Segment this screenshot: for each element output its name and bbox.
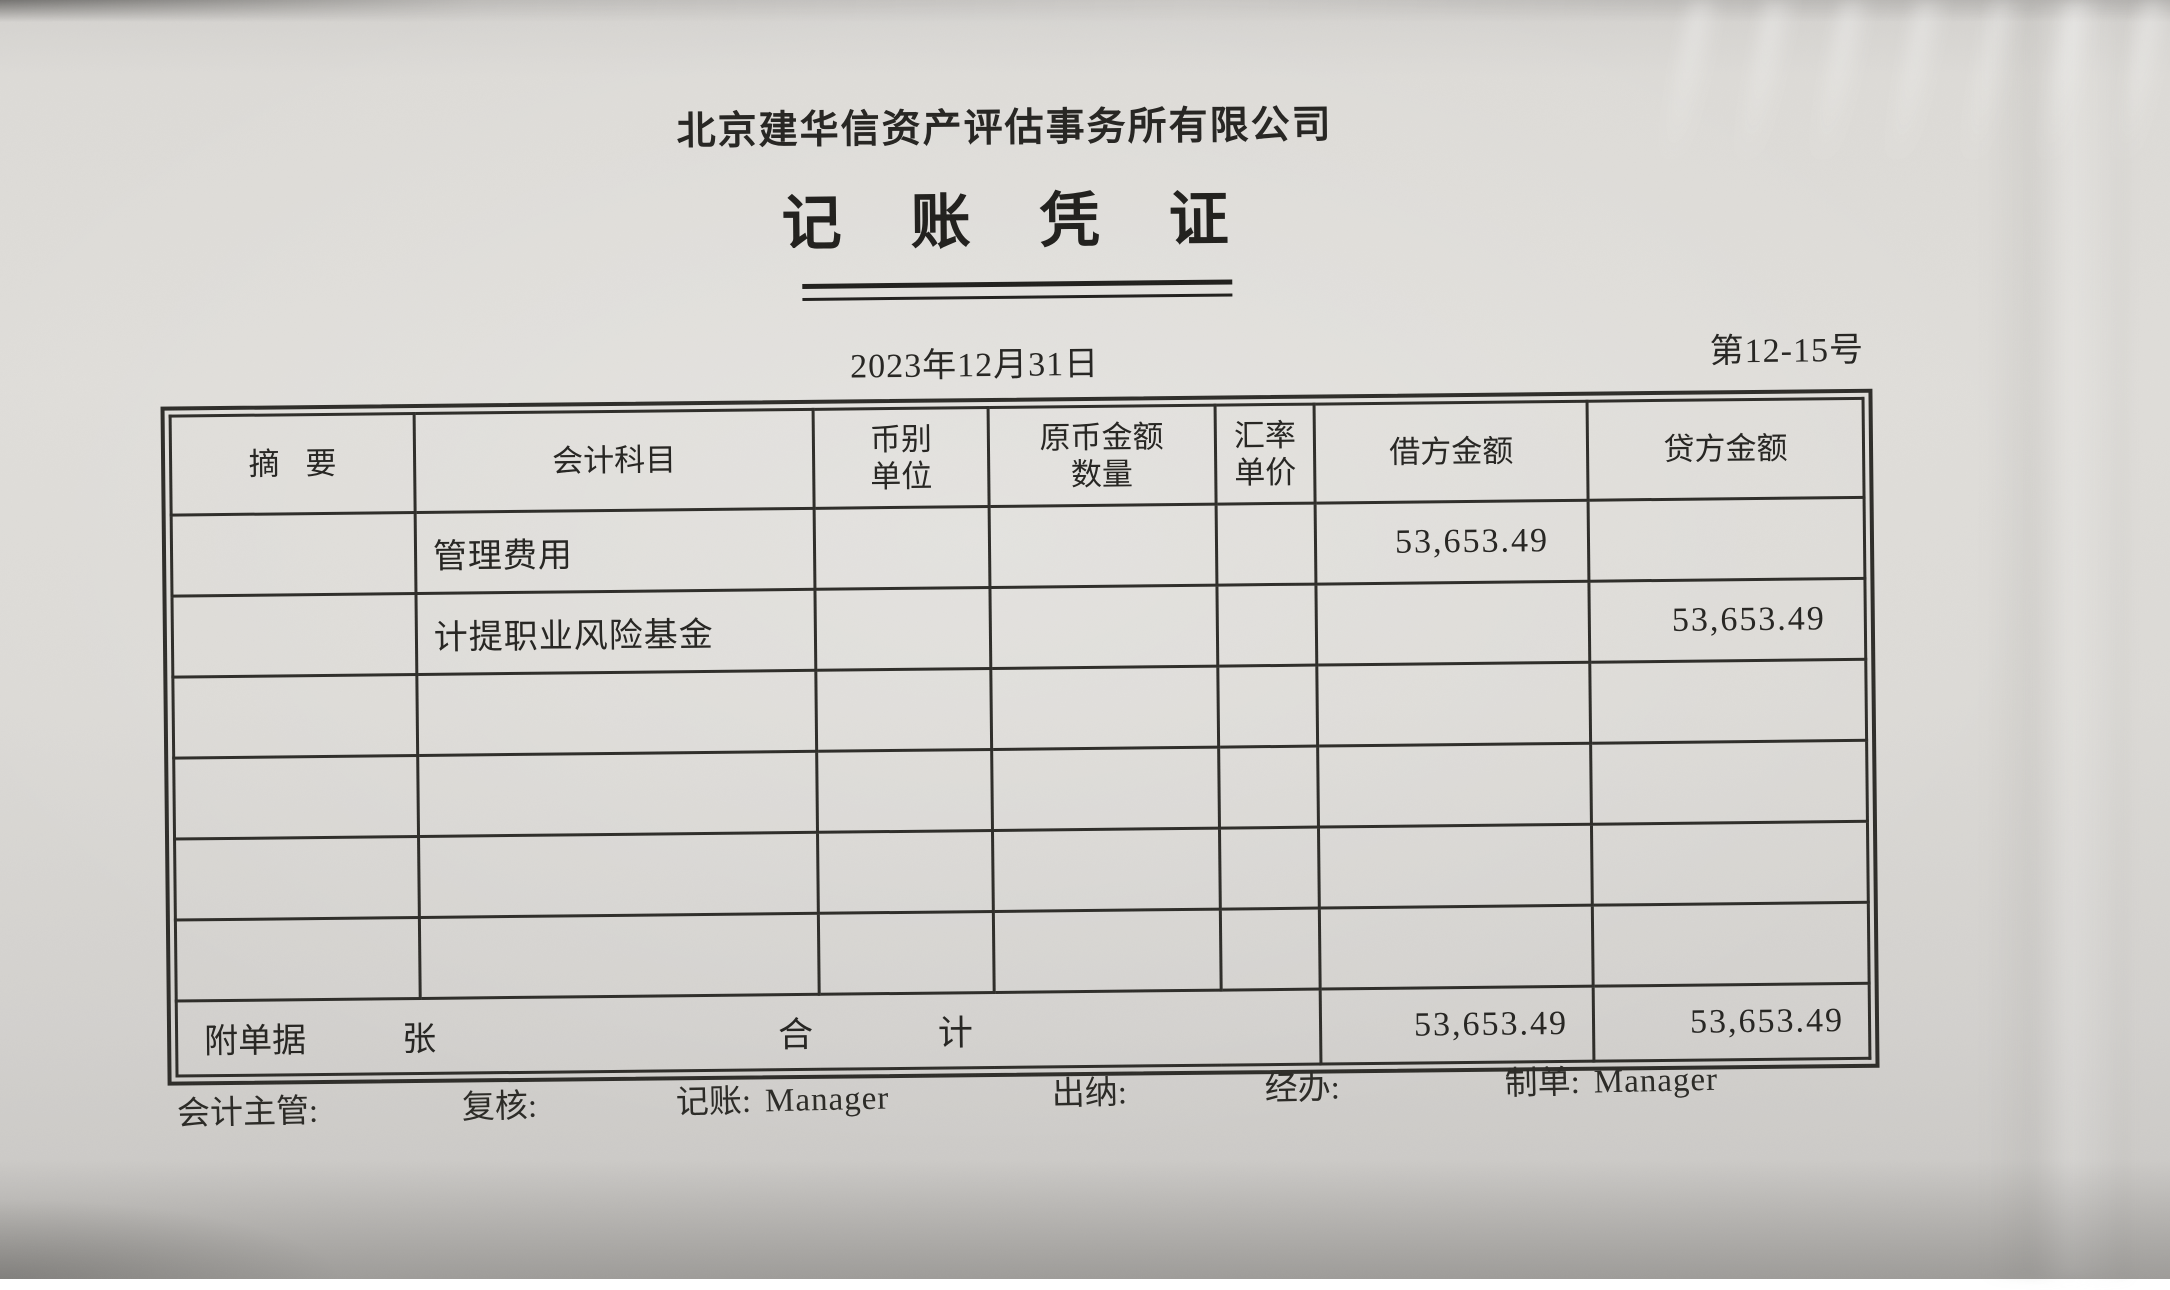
title-double-underline: [802, 279, 1233, 301]
cell-account: [416, 670, 817, 756]
meta-row: 2023年12月31日 第12-15号: [160, 322, 1872, 386]
signature-label: 经办:: [1264, 1070, 1341, 1109]
voucher-title: 记 账 凭 证: [781, 186, 1230, 258]
header-account: 会计科目: [413, 409, 815, 513]
cell-debit: [1318, 743, 1592, 828]
cell-original: [989, 585, 1218, 669]
cell-account: [419, 913, 820, 999]
signature-bookkeeper: 记账: Manager: [675, 1071, 889, 1124]
header-original-line1: 原币金额: [1039, 418, 1164, 456]
header-rate-line1: 汇率: [1233, 417, 1297, 454]
signature-label: 制单:: [1504, 1064, 1581, 1103]
cell-currency: [818, 911, 994, 995]
cell-account: 管理费用: [414, 508, 816, 594]
cell-credit: [1591, 821, 1869, 906]
voucher-date: 2023年12月31日: [849, 345, 1100, 386]
header-summary: 摘 要: [170, 413, 415, 516]
cell-currency: [816, 668, 992, 752]
signature-cashier: 出纳:: [1051, 1065, 1141, 1115]
cell-rate: [1219, 908, 1321, 991]
cell-currency: [817, 830, 994, 914]
signature-label: 复核:: [461, 1088, 538, 1127]
cell-summary: [175, 917, 421, 1002]
voucher-table: 摘 要 会计科目 币别 单位 原币金额 数量 汇率 单价 借方金额: [160, 388, 1880, 1086]
cell-original: [993, 909, 1221, 993]
cell-account: [417, 751, 818, 837]
signature-preparer: 制单: Manager: [1504, 1052, 1718, 1105]
cell-currency: [816, 749, 993, 833]
signature-reviewer: 复核:: [461, 1078, 551, 1128]
cell-credit: 53,653.49: [1588, 578, 1866, 663]
cell-credit: [1588, 497, 1865, 582]
header-currency-unit: 币别 单位: [813, 407, 989, 509]
cell-rate: [1217, 665, 1319, 748]
cell-debit: [1319, 905, 1594, 990]
cell-original: [992, 828, 1220, 912]
header-currency-line2: 单位: [870, 458, 933, 495]
cell-debit: 53,653.49: [1315, 500, 1589, 585]
cell-debit: [1316, 581, 1590, 666]
cell-debit: [1317, 662, 1591, 747]
cell-rate: [1215, 503, 1317, 586]
total-debit: 53,653.49: [1320, 986, 1594, 1065]
attachment-label: 附单据: [203, 1022, 307, 1061]
signature-label: 记账:: [675, 1083, 752, 1122]
signature-label: 会计主管:: [176, 1093, 319, 1133]
total-merged-cell: 附单据 张 合 计: [176, 989, 1322, 1077]
cell-summary: [173, 755, 419, 840]
signature-handler: 经办:: [1264, 1060, 1354, 1110]
header-debit: 借方金额: [1314, 401, 1589, 504]
cell-summary: [172, 674, 418, 759]
signature-value: [332, 1093, 333, 1129]
header-rate-price: 汇率 单价: [1214, 404, 1316, 505]
cell-summary: [171, 593, 417, 678]
cell-original: [988, 504, 1217, 588]
cell-credit: [1592, 902, 1870, 987]
header-rate-line2: 单价: [1234, 454, 1297, 491]
company-name: 北京建华信资产评估事务所有限公司: [676, 103, 1333, 154]
cell-currency: [814, 506, 990, 590]
cell-original: [990, 666, 1219, 750]
header-currency-line1: 币别: [869, 421, 933, 458]
signature-value: Manager: [764, 1080, 890, 1120]
header-credit: 贷方金额: [1587, 398, 1865, 501]
voucher-number: 第12-15号: [1709, 331, 1865, 371]
cell-credit: [1589, 659, 1867, 744]
cell-summary: [174, 836, 420, 921]
cell-original: [991, 747, 1220, 831]
cell-rate: [1219, 827, 1320, 910]
cell-debit: [1318, 824, 1593, 909]
attachment-unit-label: 张: [401, 1021, 437, 1059]
signature-label: 出纳:: [1051, 1075, 1128, 1113]
cell-rate: [1216, 584, 1318, 667]
header-row: 摘 要 会计科目 币别 单位 原币金额 数量 汇率 单价 借方金额: [170, 398, 1865, 516]
voucher-grid: 摘 要 会计科目 币别 单位 原币金额 数量 汇率 单价 借方金额: [169, 397, 1872, 1078]
signature-value: [551, 1088, 552, 1124]
cell-summary: [171, 512, 416, 597]
cell-account: 计提职业风险基金: [415, 589, 817, 675]
cell-rate: [1218, 746, 1319, 829]
header-original-amount: 原币金额 数量: [987, 405, 1216, 507]
signature-chief-accountant: 会计主管:: [176, 1083, 332, 1135]
cell-account: [418, 832, 819, 918]
header-original-line2: 数量: [1070, 456, 1134, 493]
total-label: 合 计: [777, 1013, 974, 1055]
signature-value: [1141, 1075, 1142, 1111]
cell-currency: [815, 587, 991, 671]
signature-value: [1353, 1070, 1354, 1106]
signature-value: Manager: [1593, 1061, 1719, 1101]
cell-credit: [1590, 740, 1868, 825]
